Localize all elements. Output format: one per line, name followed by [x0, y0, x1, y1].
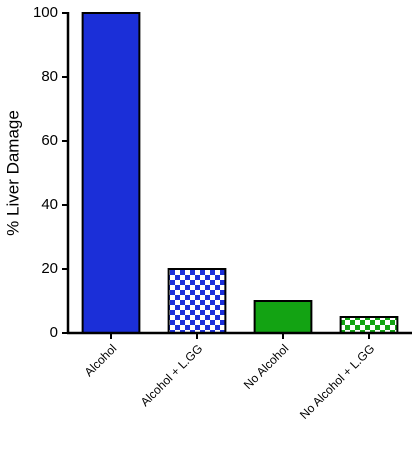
x-tick-label: No Alcohol + L.GG — [297, 341, 377, 421]
y-axis-label: % Liver Damage — [3, 110, 22, 236]
bar — [81, 12, 141, 334]
bar — [339, 316, 399, 334]
bar — [167, 268, 227, 334]
x-tick-label: Alcohol — [82, 341, 120, 379]
y-tick-label: 40 — [41, 196, 58, 213]
x-tick-label: No Alcohol — [241, 341, 291, 391]
bar — [253, 300, 313, 334]
y-tick-label: 60 — [41, 132, 58, 149]
y-tick-label: 0 — [50, 324, 58, 341]
x-tick-label: Alcohol + L.GG — [138, 341, 206, 409]
y-tick-label: 100 — [33, 4, 58, 21]
y-tick-label: 20 — [41, 260, 58, 277]
y-tick-label: 80 — [41, 68, 58, 85]
